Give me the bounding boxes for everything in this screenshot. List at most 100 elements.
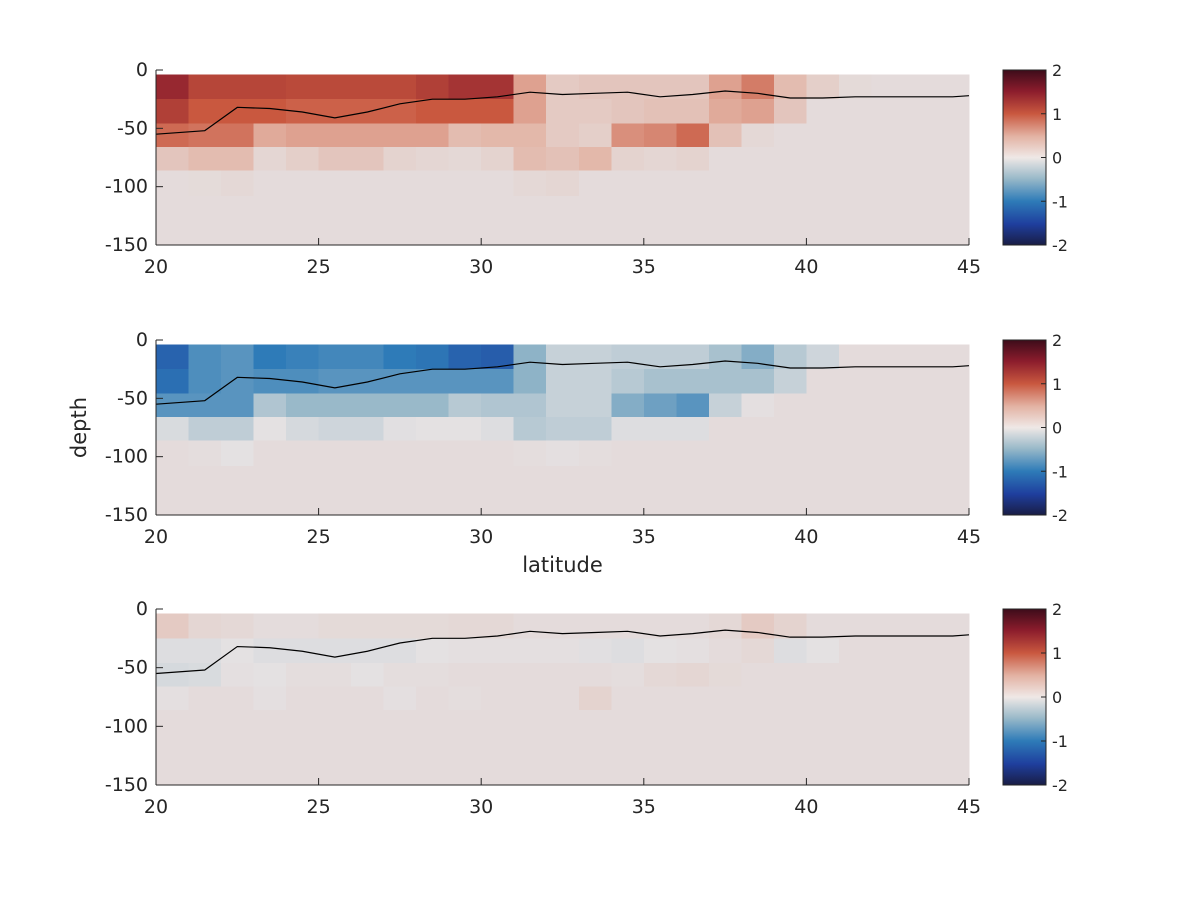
heatmap-cell [318, 74, 352, 89]
heatmap-cell [773, 344, 807, 359]
heatmap-cell [156, 170, 190, 183]
heatmap-cell [416, 686, 450, 699]
heatmap-cell [448, 207, 482, 246]
heatmap-cell [481, 452, 515, 467]
heatmap-cell [156, 87, 190, 100]
heatmap-cell [416, 135, 450, 148]
heatmap-cell [481, 428, 515, 441]
heatmap-cell [188, 112, 222, 125]
heatmap-cell [578, 477, 612, 516]
heatmap-cell [448, 405, 482, 418]
heatmap-cell [448, 613, 482, 628]
heatmap-cell [188, 357, 222, 370]
heatmap-cell [481, 112, 515, 125]
heatmap-cell [253, 123, 287, 136]
colorbar-tick-label: 0 [1052, 149, 1062, 168]
heatmap-cell [838, 477, 873, 516]
heatmap-cell [253, 405, 287, 418]
colorbar-tick-label: 0 [1052, 419, 1062, 438]
heatmap-cell [903, 382, 938, 395]
heatmap-cell [156, 196, 190, 209]
y-tick-label: -150 [105, 504, 148, 526]
heatmap-cell [676, 135, 710, 148]
heatmap-cell [351, 477, 385, 516]
heatmap-cell [643, 466, 677, 479]
heatmap-cell [806, 196, 840, 209]
heatmap-cell [676, 382, 710, 395]
heatmap-cell [221, 405, 255, 418]
heatmap-cell [903, 417, 938, 430]
heatmap-cell [773, 452, 807, 467]
heatmap-cell [383, 651, 417, 664]
heatmap-cell [383, 709, 417, 723]
heatmap-cell [416, 344, 450, 359]
x-tick-label: 35 [632, 796, 656, 818]
heatmap-cell [838, 147, 873, 160]
heatmap-cell [676, 721, 710, 737]
heatmap-cell [383, 466, 417, 479]
heatmap-cell [676, 709, 710, 723]
heatmap-cell [156, 74, 190, 89]
heatmap-cell [416, 709, 450, 723]
heatmap-cell [611, 477, 645, 516]
y-tick-label: 0 [136, 59, 148, 81]
heatmap-cell [286, 417, 320, 430]
heatmap-cell [578, 674, 612, 688]
heatmap-cell [286, 698, 320, 711]
heatmap-cell [156, 651, 190, 664]
heatmap-cell [708, 74, 742, 89]
heatmap-cell [936, 344, 970, 359]
heatmap-cell [513, 196, 547, 209]
heatmap-cell [286, 651, 320, 664]
heatmap-cell [351, 357, 385, 370]
heatmap-cell [578, 99, 612, 113]
heatmap-cell [156, 344, 190, 359]
heatmap-cell [903, 182, 938, 197]
heatmap-cell [611, 626, 645, 639]
heatmap-cell [871, 417, 905, 430]
heatmap-cell [546, 662, 580, 676]
heatmap-cell [676, 196, 710, 209]
heatmap-cell [578, 638, 612, 652]
heatmap-cell [416, 196, 450, 209]
heatmap-cell [221, 207, 255, 246]
heatmap-cell [318, 147, 352, 160]
heatmap-cell [643, 405, 677, 418]
heatmap-cell [611, 662, 645, 676]
heatmap-cell [318, 393, 352, 406]
heatmap-cell [318, 158, 352, 171]
heatmap-cell [448, 674, 482, 688]
heatmap-cell [773, 477, 807, 516]
heatmap-cell [741, 747, 775, 786]
heatmap-cell [286, 466, 320, 479]
heatmap-cell [481, 626, 515, 639]
heatmap-cell [513, 123, 547, 136]
heatmap-cell [773, 99, 807, 113]
heatmap-cell [546, 651, 580, 664]
heatmap-cell [481, 87, 515, 100]
heatmap-cell [448, 344, 482, 359]
heatmap-cell [806, 99, 840, 113]
heatmap-cell [903, 123, 938, 136]
heatmap-cell [546, 112, 580, 125]
heatmap-cell [318, 747, 352, 786]
heatmap-cell [936, 721, 970, 737]
heatmap-cell [448, 393, 482, 406]
heatmap-cell [741, 135, 775, 148]
heatmap-cell [806, 698, 840, 711]
heatmap-cell [448, 686, 482, 699]
x-tick-label: 40 [794, 526, 818, 548]
heatmap-cell [383, 674, 417, 688]
y-tick-label: -100 [105, 715, 148, 737]
heatmap-cell [286, 440, 320, 453]
heatmap-cell [676, 686, 710, 699]
heatmap-cell [416, 405, 450, 418]
heatmap-cell [871, 382, 905, 395]
heatmap-cell [806, 207, 840, 246]
heatmap-cell [318, 428, 352, 441]
heatmap-cell [871, 357, 905, 370]
heatmap-cell [903, 147, 938, 160]
heatmap-cell [156, 747, 190, 786]
heatmap-cell [253, 662, 287, 676]
x-tick-label: 30 [469, 256, 493, 278]
